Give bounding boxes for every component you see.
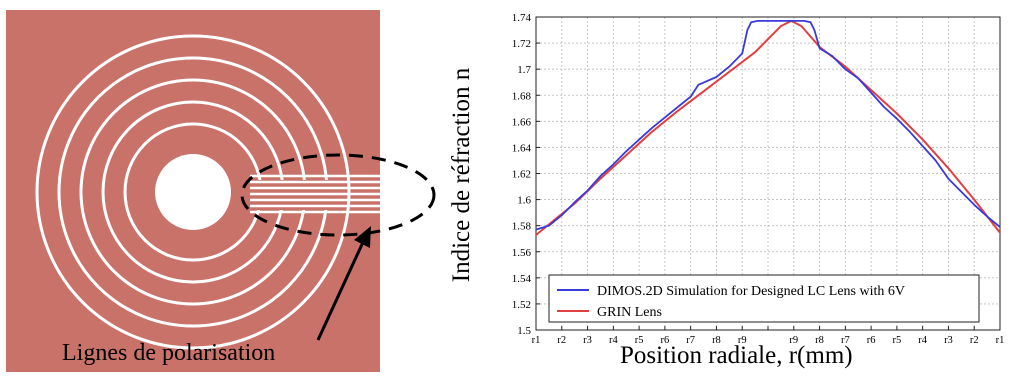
pointer-arrow-line <box>316 239 366 341</box>
legend-box <box>548 274 980 323</box>
electrode-pattern-figure: Lignes de polarisation <box>0 0 460 379</box>
y-tick-label-10: 1.7 <box>517 64 531 76</box>
x-tick-label-11: r8 <box>815 335 824 346</box>
y-tick-label-3: 1.56 <box>512 247 532 259</box>
x-tick-label-4: r5 <box>635 335 644 346</box>
x-tick-label-10: r9 <box>789 335 798 346</box>
dashed-highlight-ellipse <box>240 153 436 237</box>
y-tick-label-6: 1.62 <box>512 169 531 181</box>
y-tick-label-11: 1.72 <box>512 38 531 50</box>
legend-label-0: DIMOS.2D Simulation for Designed LC Lens… <box>597 284 905 299</box>
x-tick-label-3: r4 <box>609 335 618 346</box>
x-tick-label-18: r1 <box>996 335 1005 346</box>
chart-svg: 1.5 1.52 1.54 1.56 1.58 1.6 1.62 1.64 1.66 1.68 1.… <box>512 12 1005 346</box>
x-axis-label: Position radiale, r(mm) <box>620 342 853 369</box>
y-tick-label-4: 1.58 <box>512 221 532 233</box>
legend-label-1: GRIN Lens <box>597 305 662 320</box>
center-electrode <box>155 154 231 230</box>
polarization-lines <box>250 174 410 214</box>
x-tick-label-1: r2 <box>557 335 566 346</box>
y-tick-label-0: 1.5 <box>517 325 531 337</box>
electrode-pattern-svg <box>6 10 436 372</box>
x-tick-label-2: r3 <box>583 335 592 346</box>
y-tick-label-8: 1.66 <box>512 116 532 128</box>
y-tick-label-1: 1.52 <box>512 299 531 311</box>
y-tick-label-5: 1.6 <box>517 195 531 207</box>
y-axis-label-text: Indice de réfraction n <box>448 67 475 283</box>
x-tick-label-14: r5 <box>893 335 902 346</box>
legend: DIMOS.2D Simulation for Designed LC Lens… <box>548 274 980 323</box>
y-tick-label-12: 1.74 <box>512 12 532 24</box>
x-tick-label-7: r8 <box>712 335 721 346</box>
x-tick-label-15: r4 <box>918 335 927 346</box>
refractive-index-chart: 1.5 1.52 1.54 1.56 1.58 1.6 1.62 1.64 1.66 1.68 1.… <box>452 0 1011 379</box>
series-line-0 <box>536 20 1000 231</box>
x-tick-label-17: r2 <box>970 335 979 346</box>
y-tick-label-7: 1.64 <box>512 142 532 154</box>
y-tick-label-2: 1.54 <box>512 273 532 285</box>
x-tick-label-5: r6 <box>661 335 670 346</box>
pointer-arrowhead <box>354 226 371 248</box>
x-tick-label-0: r1 <box>532 335 541 346</box>
ring-electrode-5 <box>35 34 351 350</box>
caption-polarization-lines: Lignes de polarisation <box>62 340 276 366</box>
y-tick-label-9: 1.68 <box>512 90 532 102</box>
x-tick-label-12: r7 <box>841 335 850 346</box>
series-line-1 <box>536 19 1000 237</box>
x-tick-label-6: r7 <box>686 335 695 346</box>
x-tick-label-16: r3 <box>944 335 953 346</box>
x-tick-label-13: r6 <box>867 335 876 346</box>
x-tick-label-8: r9 <box>738 335 747 346</box>
